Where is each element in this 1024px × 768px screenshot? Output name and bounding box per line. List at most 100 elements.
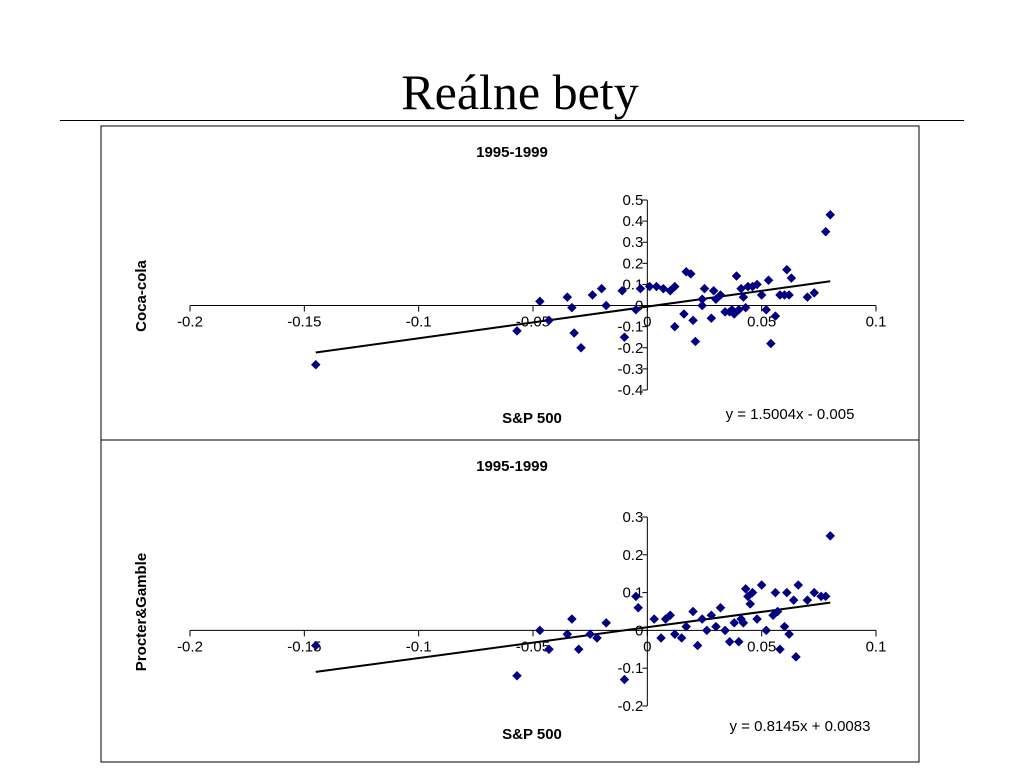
x-tick-label: 0.1 xyxy=(866,638,887,655)
data-point xyxy=(784,290,794,300)
data-point xyxy=(793,580,804,590)
data-point xyxy=(802,292,813,302)
data-point xyxy=(791,652,801,662)
data-point xyxy=(708,285,719,296)
data-point xyxy=(781,587,792,598)
data-point xyxy=(676,633,687,643)
trendline-equation: y = 1.5004x - 0.005 xyxy=(726,406,855,423)
data-point xyxy=(697,300,708,311)
data-point xyxy=(617,285,628,296)
data-point xyxy=(567,302,577,313)
trendline-equation: y = 0.8145x + 0.0083 xyxy=(730,718,871,735)
data-point xyxy=(784,629,794,640)
chart-procter-gamble: 1995-1999 Procter&Gamble S&P 500 y = 0.8… xyxy=(133,458,886,743)
y-tick-label: -0.1 xyxy=(617,319,643,336)
data-point xyxy=(585,629,596,640)
y-tick-label: 0 xyxy=(635,298,643,315)
data-point xyxy=(679,309,689,319)
data-point xyxy=(635,283,646,294)
data-point xyxy=(825,209,836,220)
y-tick-label: 0.1 xyxy=(622,585,643,602)
data-point xyxy=(788,595,799,606)
trendline xyxy=(315,601,831,673)
data-point xyxy=(770,587,781,598)
data-point xyxy=(649,614,660,624)
data-point xyxy=(747,587,758,598)
y-tick-label: -0.1 xyxy=(617,660,643,677)
data-point xyxy=(562,292,573,302)
y-axis-label: Procter&Gamble xyxy=(133,553,150,671)
data-point xyxy=(802,595,813,606)
data-point xyxy=(685,269,696,279)
data-point xyxy=(619,674,630,685)
charts-frame xyxy=(100,125,920,763)
data-point xyxy=(569,328,580,338)
y-tick-label: -0.4 xyxy=(617,382,643,399)
data-point xyxy=(740,583,751,594)
data-point xyxy=(601,617,612,628)
chart-title: 1995-1999 xyxy=(476,144,548,161)
y-tick-label: 0.3 xyxy=(622,509,643,526)
data-point xyxy=(772,606,783,617)
x-tick-label: -0.15 xyxy=(287,638,321,655)
data-point xyxy=(669,629,680,640)
y-axis-label: Coca-cola xyxy=(133,260,150,332)
data-point xyxy=(631,304,641,315)
data-point xyxy=(699,283,710,294)
data-point xyxy=(310,359,321,370)
data-point xyxy=(809,587,820,598)
data-point xyxy=(761,625,772,636)
data-point xyxy=(567,614,577,624)
data-point xyxy=(619,332,630,343)
slide-title: Reálne bety xyxy=(401,64,639,120)
data-point xyxy=(765,338,776,349)
y-tick-label: 0.4 xyxy=(622,213,643,230)
y-tick-label: 0.5 xyxy=(622,192,643,209)
data-point xyxy=(562,629,573,640)
data-point xyxy=(592,633,602,643)
data-point xyxy=(745,599,756,609)
data-point xyxy=(644,281,655,292)
data-point xyxy=(701,625,712,636)
data-point xyxy=(820,591,831,602)
data-point xyxy=(576,342,586,353)
x-tick-label: 0 xyxy=(643,638,651,655)
data-point xyxy=(809,288,820,298)
data-point xyxy=(631,591,641,602)
data-point xyxy=(770,311,781,321)
data-point xyxy=(573,644,584,655)
data-point xyxy=(669,281,680,292)
y-tick-label: -0.2 xyxy=(617,698,643,715)
data-point xyxy=(601,300,612,311)
chart-coca-cola: 1995-1999 Coca-cola S&P 500 y = 1.5004x … xyxy=(133,144,886,427)
data-point xyxy=(692,640,703,651)
data-point xyxy=(310,640,321,651)
x-tick-label: 0 xyxy=(643,314,651,331)
data-point xyxy=(535,625,545,636)
x-axis-label: S&P 500 xyxy=(502,726,562,743)
data-point xyxy=(633,602,644,613)
data-point xyxy=(756,580,767,590)
data-point xyxy=(706,610,717,621)
data-point xyxy=(596,283,607,294)
data-point xyxy=(740,302,751,313)
x-tick-label: -0.2 xyxy=(177,638,203,655)
data-point xyxy=(706,313,717,324)
data-point xyxy=(825,531,836,541)
data-point xyxy=(786,273,797,283)
data-point xyxy=(738,617,749,628)
data-point xyxy=(731,271,742,281)
data-point xyxy=(733,636,744,647)
data-point xyxy=(665,610,676,621)
data-point xyxy=(681,621,692,632)
data-point xyxy=(656,633,666,643)
data-point xyxy=(738,292,749,302)
data-point xyxy=(779,621,790,632)
data-point xyxy=(729,617,740,628)
title-divider xyxy=(60,120,964,121)
data-point xyxy=(690,336,701,347)
data-point xyxy=(724,636,735,647)
x-tick-label: -0.1 xyxy=(406,314,432,331)
data-point xyxy=(752,614,762,624)
